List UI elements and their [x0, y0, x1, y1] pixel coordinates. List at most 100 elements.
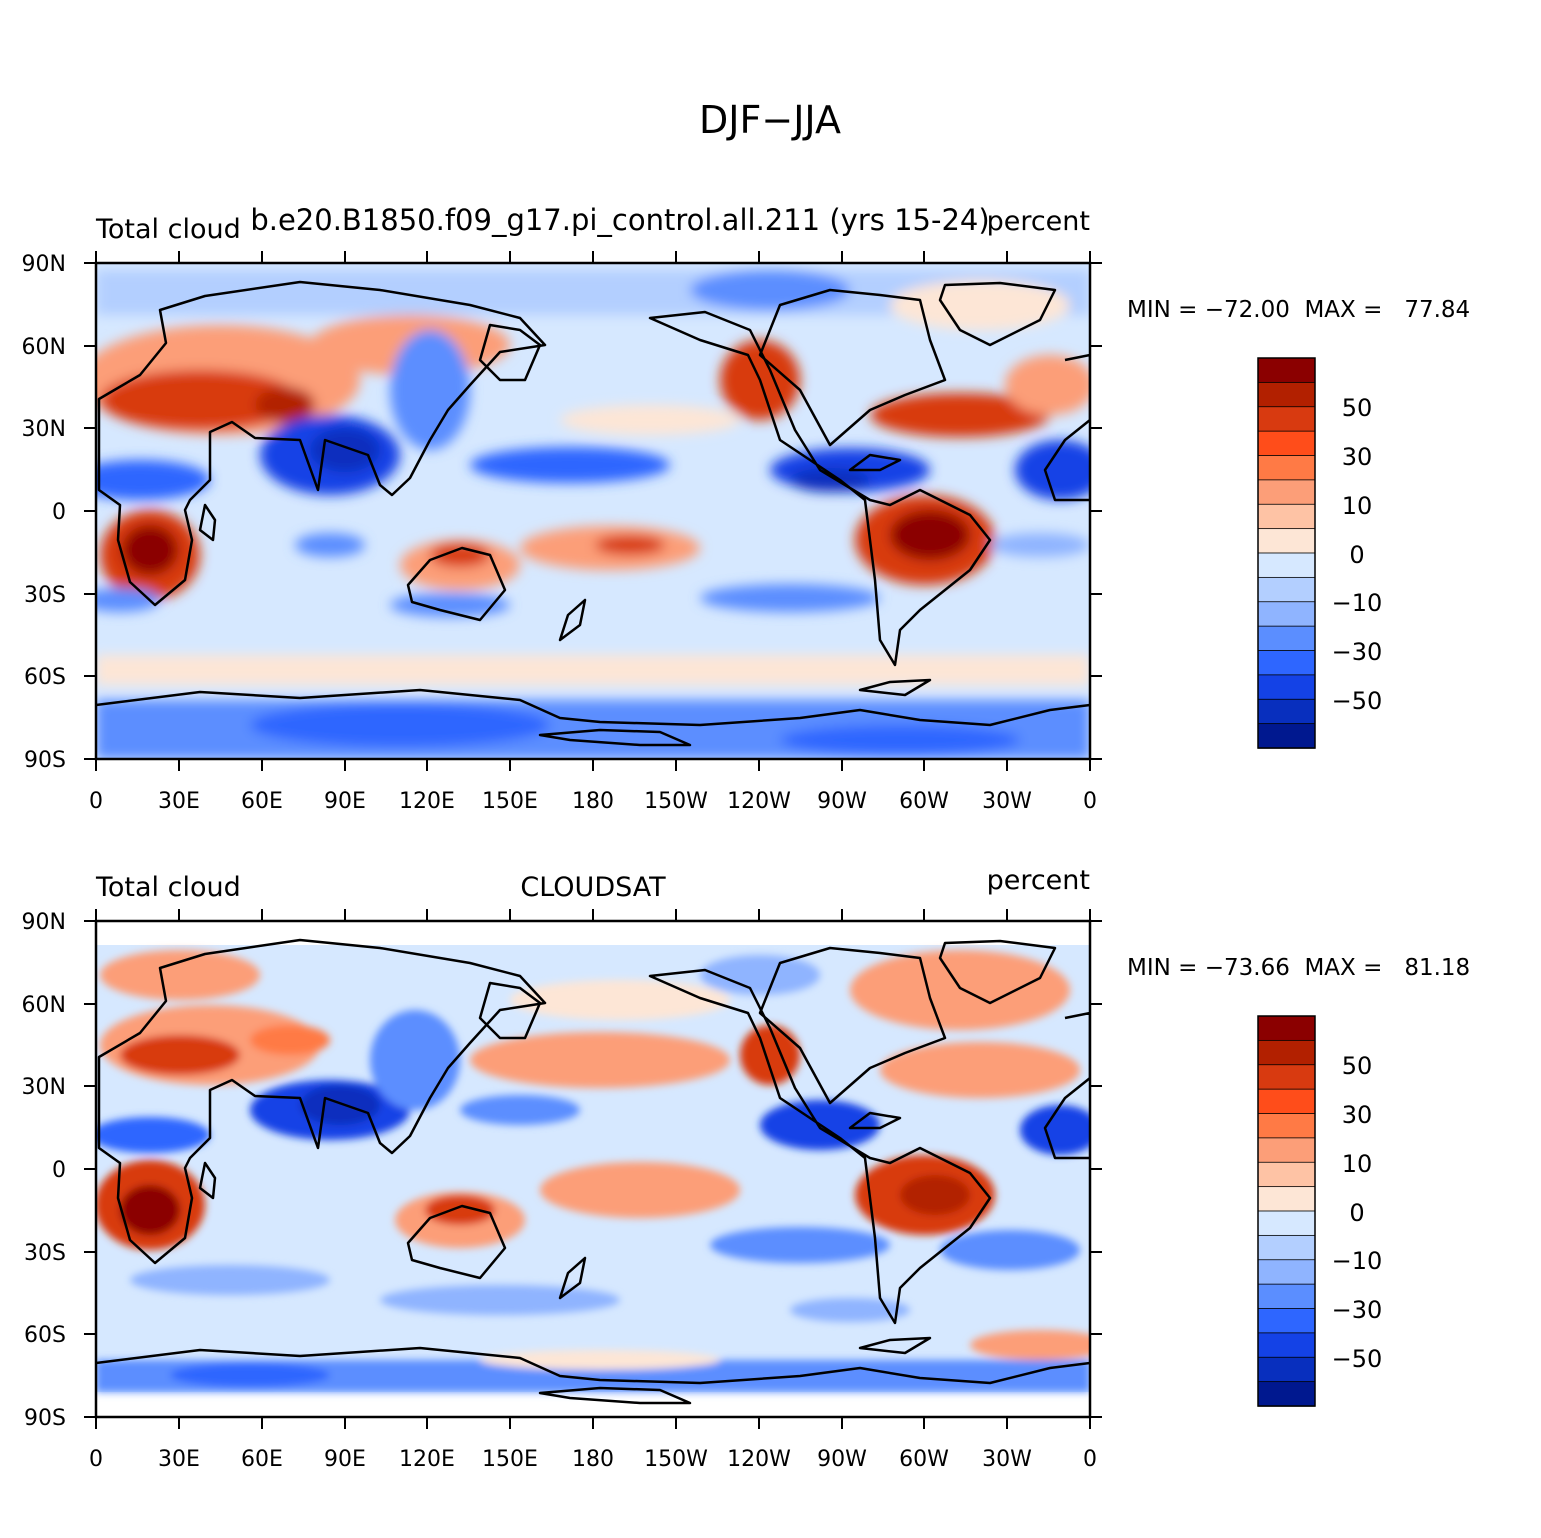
panel-top-center-label: b.e20.B1850.f09_g17.pi_control.all.211 (… — [250, 203, 989, 237]
lon-label: 0 — [89, 1447, 103, 1472]
colorbar-swatch — [1257, 1283, 1316, 1310]
lon-label: 0 — [1083, 789, 1097, 814]
panel-top: Total cloud b.e20.B1850.f09_g17.pi_contr… — [22, 203, 1471, 814]
colorbar-label: 50 — [1342, 1052, 1373, 1080]
colorbar-swatch — [1257, 528, 1316, 554]
panel-bottom-colorbar-labels: 50 30 10 0 −10 −30 −50 — [1332, 1052, 1383, 1373]
colorbar-swatch — [1257, 1039, 1316, 1066]
colorbar-swatch — [1257, 1113, 1316, 1139]
lon-label: 150E — [482, 789, 538, 814]
panel-bottom: Total cloud CLOUDSAT percent — [22, 865, 1471, 1472]
panel-bottom-center-label: CLOUDSAT — [520, 872, 666, 903]
lon-label: 150W — [644, 1447, 708, 1472]
lon-label: 150E — [482, 1447, 538, 1472]
colorbar-label: −30 — [1332, 638, 1383, 666]
panel-bottom-stats: MIN = −73.66 MAX = 81.18 — [1127, 955, 1470, 981]
panel-bottom-lat-labels: 90N 60N 30N 0 30S 60S 90S — [22, 910, 66, 1431]
colorbar-label: 30 — [1342, 1101, 1373, 1129]
colorbar-label: 30 — [1342, 443, 1373, 471]
lon-label: 90E — [324, 1447, 366, 1472]
colorbar-swatch — [1257, 381, 1316, 408]
lon-label: 90E — [324, 789, 366, 814]
panel-top-colorbar: 50 30 10 0 −10 −30 −50 — [1257, 357, 1383, 749]
colorbar-swatch — [1257, 552, 1316, 579]
colorbar-swatch — [1257, 1088, 1316, 1115]
colorbar-swatch — [1257, 1332, 1316, 1358]
lon-label: 120W — [727, 1447, 791, 1472]
lon-label: 120W — [727, 789, 791, 814]
colorbar-swatch — [1257, 1234, 1316, 1261]
lat-label: 30S — [24, 1241, 66, 1266]
lon-label: 90W — [817, 1447, 867, 1472]
panel-bottom-field — [96, 921, 1090, 1417]
colorbar-label: −10 — [1332, 589, 1383, 617]
panel-top-coastlines — [96, 280, 1090, 747]
colorbar-label: 0 — [1349, 541, 1364, 569]
panel-bottom-colorbar: 50 30 10 0 −10 −30 −50 — [1257, 1015, 1383, 1407]
lon-label: 60W — [899, 1447, 949, 1472]
panel-top-field — [96, 263, 1090, 759]
panel-top-colorbar-labels: 50 30 10 0 −10 −30 −50 — [1332, 394, 1383, 715]
lon-label: 60E — [241, 1447, 283, 1472]
colorbar-swatch — [1257, 1161, 1316, 1188]
lon-label: 120E — [399, 1447, 455, 1472]
colorbar-swatch — [1257, 430, 1316, 457]
colorbar-swatch — [1257, 576, 1316, 603]
colorbar-swatch — [1257, 1015, 1316, 1042]
lat-label: 60S — [24, 1323, 66, 1348]
panel-bottom-left-label: Total cloud — [95, 872, 241, 903]
colorbar-swatch — [1257, 698, 1316, 725]
panel-bottom-lon-labels: 0 30E 60E 90E 120E 150E 180 150W 120W 90… — [89, 1447, 1097, 1472]
colorbar-swatch — [1257, 601, 1316, 627]
colorbar-label: 50 — [1342, 394, 1373, 422]
lon-label: 60E — [241, 789, 283, 814]
colorbar-swatch — [1257, 1210, 1316, 1237]
panel-bottom-ticks — [84, 909, 1102, 1429]
lon-label: 30E — [158, 1447, 200, 1472]
colorbar-swatch — [1257, 1259, 1316, 1285]
colorbar-label: 0 — [1349, 1199, 1364, 1227]
colorbar-label: −30 — [1332, 1296, 1383, 1324]
lon-label: 30E — [158, 789, 200, 814]
lat-label: 60S — [24, 665, 66, 690]
colorbar-swatch — [1257, 1381, 1316, 1407]
lon-label: 30W — [982, 789, 1032, 814]
colorbar-swatch — [1257, 503, 1316, 530]
figure-title: DJF−JJA — [699, 98, 841, 142]
colorbar-swatch — [1257, 625, 1316, 652]
colorbar-swatch — [1257, 723, 1316, 749]
lat-label: 0 — [52, 500, 66, 525]
colorbar-label: −10 — [1332, 1247, 1383, 1275]
lat-label: 30N — [22, 417, 66, 442]
colorbar-swatch — [1257, 1308, 1316, 1334]
lat-label: 30S — [24, 583, 66, 608]
panel-top-lon-labels: 0 30E 60E 90E 120E 150E 180 150W 120W 90… — [89, 789, 1097, 814]
panel-top-right-label: percent — [987, 206, 1090, 237]
colorbar-swatch — [1257, 479, 1316, 505]
panel-top-lat-labels: 90N 60N 30N 0 30S 60S 90S — [22, 252, 66, 773]
lon-label: 0 — [89, 789, 103, 814]
colorbar-label: −50 — [1332, 1345, 1383, 1373]
lat-label: 60N — [22, 335, 66, 360]
colorbar-swatch — [1257, 357, 1316, 384]
lon-label: 150W — [644, 789, 708, 814]
panel-top-ticks — [84, 251, 1102, 771]
colorbar-swatch — [1257, 406, 1316, 432]
colorbar-swatch — [1257, 1186, 1316, 1212]
lat-label: 0 — [52, 1158, 66, 1183]
colorbar-swatch — [1257, 1137, 1316, 1163]
lat-label: 90S — [24, 748, 66, 773]
colorbar-label: 10 — [1342, 492, 1373, 520]
lat-label: 90N — [22, 910, 66, 935]
panel-bottom-right-label: percent — [987, 865, 1090, 896]
lat-label: 90S — [24, 1406, 66, 1431]
panel-top-left-label: Total cloud — [95, 214, 241, 245]
panel-bottom-coastlines — [96, 938, 1090, 1405]
colorbar-swatch — [1257, 1064, 1316, 1090]
lon-label: 120E — [399, 789, 455, 814]
lat-label: 60N — [22, 993, 66, 1018]
colorbar-swatch — [1257, 674, 1316, 700]
colorbar-label: −50 — [1332, 687, 1383, 715]
colorbar-swatch — [1257, 650, 1316, 676]
